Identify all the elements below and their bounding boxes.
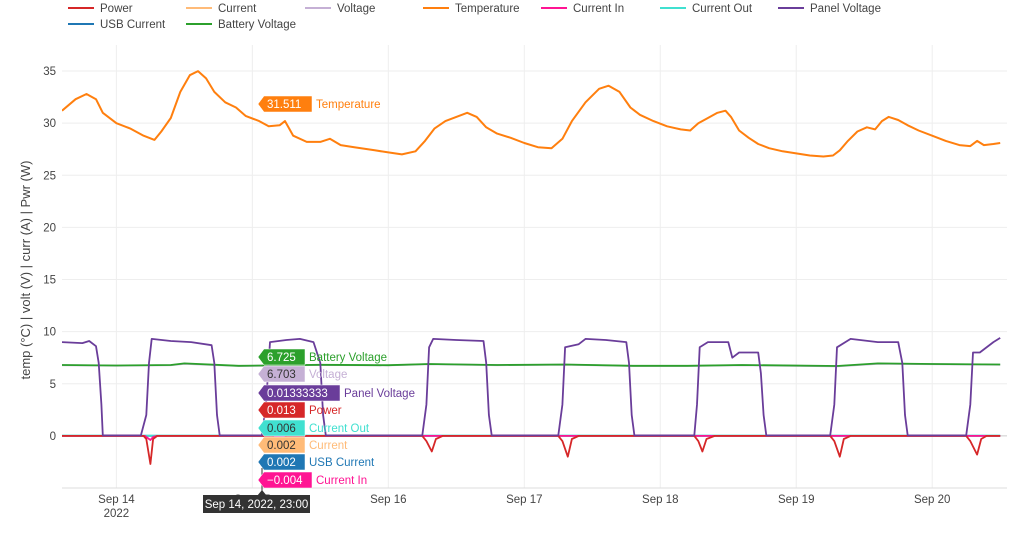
y-tick-label: 0: [50, 431, 56, 443]
hover-label: 0.002 Current: [257, 436, 348, 454]
legend-item[interactable]: Panel Voltage: [778, 3, 881, 15]
series-line-battery-voltage[interactable]: [62, 362, 1001, 367]
legend-item[interactable]: Power: [68, 3, 133, 15]
hover-x-pointer: [257, 490, 267, 496]
hover-label-value: 0.013: [267, 405, 296, 417]
x-tick-label: Sep 18: [642, 494, 678, 506]
hover-label-name: Temperature: [316, 99, 381, 111]
series-line-panel-voltage[interactable]: [62, 337, 1001, 437]
hover-label-name: Voltage: [309, 369, 347, 381]
y-tick-label: 5: [50, 379, 56, 391]
y-tick-label: 20: [43, 222, 56, 234]
legend-label: Current: [218, 3, 257, 15]
hover-label-box: [257, 471, 313, 489]
hover-label-box: [257, 401, 306, 419]
legend[interactable]: Power Current Voltage Temperature Current In…: [68, 3, 881, 31]
y-tick-label: 15: [43, 275, 56, 287]
legend-label: Voltage: [337, 3, 375, 15]
hover-label-value: 6.703: [267, 369, 296, 381]
y-tick-label: 30: [43, 118, 56, 130]
series-line-power[interactable]: [62, 435, 1001, 465]
y-tick-label: 10: [43, 327, 56, 339]
hover-label-value: 0.006: [267, 423, 296, 435]
hover-label: 0.013 Power: [257, 401, 342, 419]
hover-label-box: [257, 419, 306, 437]
legend-item[interactable]: Current: [186, 3, 257, 15]
hover-label-box: [257, 436, 306, 454]
hover-label-box: [257, 348, 306, 366]
x-tick-sublabel: 2022: [104, 508, 130, 520]
hover-label-name: Current Out: [309, 423, 370, 435]
hover-label-name: Power: [309, 405, 342, 417]
grid: [62, 45, 1007, 488]
hover-label: 6.725 Battery Voltage: [257, 348, 387, 366]
plot-area[interactable]: [62, 70, 1001, 465]
hover-label-name: Panel Voltage: [344, 388, 415, 400]
x-tick-label: Sep 17: [506, 494, 542, 506]
x-tick-label: Sep 20: [914, 494, 950, 506]
hover-label-value: 0.002: [267, 457, 296, 469]
legend-item[interactable]: USB Current: [68, 19, 166, 31]
legend-label: Panel Voltage: [810, 3, 881, 15]
hover-label: 31.511 Temperature: [257, 95, 381, 113]
hover-x-label: Sep 14, 2022, 23:00: [205, 499, 309, 511]
hover-label-value: 0.01333333: [267, 388, 328, 400]
hover-labels: Sep 14, 2022, 23:00 31.511 Temperature 6.72…: [203, 95, 415, 513]
hover-label-box: [257, 95, 313, 113]
legend-item[interactable]: Current In: [541, 3, 624, 15]
hover-label-name: Current In: [316, 475, 367, 487]
hover-label-name: Current: [309, 440, 348, 452]
series-line-temperature[interactable]: [62, 70, 1001, 158]
y-tick-label: 35: [43, 66, 56, 78]
hover-label-name: Battery Voltage: [309, 352, 387, 364]
hover-label-value: 6.725: [267, 352, 296, 364]
legend-label: Current Out: [692, 3, 753, 15]
hover-x-box: [203, 495, 310, 513]
legend-label: USB Current: [100, 19, 166, 31]
x-tick-label: Sep 19: [778, 494, 814, 506]
hover-label: −0.004 Current In: [257, 471, 367, 489]
hover-label-box: [257, 384, 341, 402]
legend-item[interactable]: Temperature: [423, 3, 520, 15]
hover-label: 0.002 USB Current: [257, 453, 375, 471]
x-tick-label: Sep 16: [370, 494, 406, 506]
legend-label: Temperature: [455, 3, 520, 15]
hover-label-box: [257, 365, 306, 383]
hover-label: 0.006 Current Out: [257, 419, 370, 437]
hover-label-name: USB Current: [309, 457, 375, 469]
y-axis-title: temp (°C) | volt (V) | curr (A) | Pwr (W…: [18, 161, 33, 380]
legend-label: Battery Voltage: [218, 19, 296, 31]
x-tick-label: Sep 14: [98, 494, 135, 506]
legend-item[interactable]: Battery Voltage: [186, 19, 296, 31]
hover-label-value: 0.002: [267, 440, 296, 452]
legend-label: Power: [100, 3, 133, 15]
hover-label-value: 31.511: [267, 99, 301, 111]
legend-label: Current In: [573, 3, 624, 15]
y-tick-label: 25: [43, 170, 56, 182]
legend-item[interactable]: Voltage: [305, 3, 375, 15]
hover-label: 6.703 Voltage: [257, 365, 347, 383]
hover-label-box: [257, 453, 306, 471]
hover-label-value: −0.004: [267, 475, 303, 487]
legend-item[interactable]: Current Out: [660, 3, 753, 15]
hover-label: 0.01333333 Panel Voltage: [257, 384, 415, 402]
